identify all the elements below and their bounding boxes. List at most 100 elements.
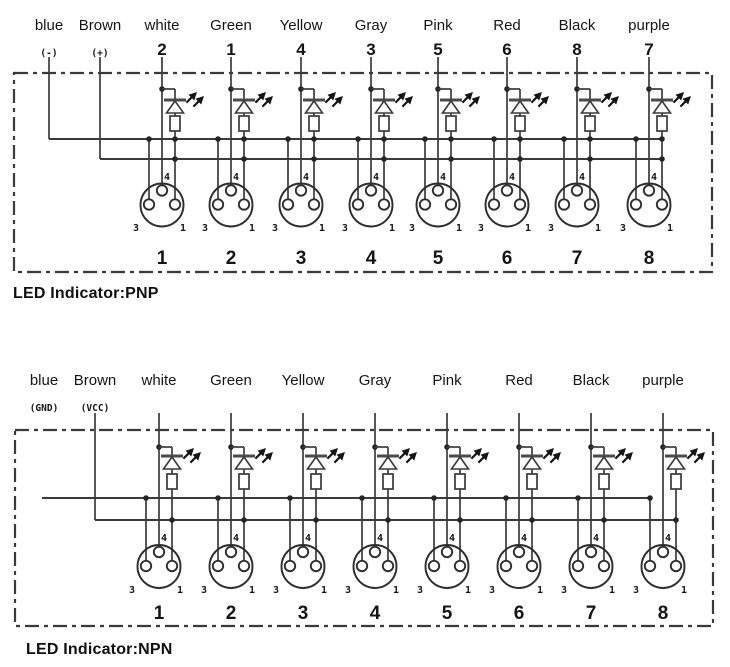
pin4-label: 4 [440,172,446,183]
pin3-label: 3 [633,585,639,596]
pin-4-hole [431,184,445,197]
wire-color-label: Green [210,17,252,34]
junction-dot [633,136,639,142]
wire-color-label: Green [210,372,252,389]
junction-dot [241,136,247,142]
diode-triangle [665,455,687,470]
diode-triangle [164,99,186,114]
pin-1-hole [168,198,182,211]
junction-dot [587,136,593,142]
pin-4-hole [584,545,598,559]
pin-1-hole [309,559,323,573]
wire-number: 8 [572,40,581,59]
led-arrow-icon [264,96,273,105]
led-arrow-icon [545,448,554,457]
connector-circle [496,544,542,589]
pin1-label: 1 [180,223,186,234]
resistor [656,115,668,132]
pin3-label: 3 [129,585,135,596]
pin1-label: 1 [537,585,543,596]
pin-4-hole [642,184,656,197]
pin-4-hole [440,545,454,559]
pin3-label: 3 [409,223,415,234]
port-number: 2 [226,248,237,269]
pin4-label: 4 [233,533,239,544]
port-number: 8 [644,248,655,269]
junction-dot [448,136,454,142]
pin4-label: 4 [579,172,585,183]
wire-color-label: white [143,17,179,34]
pin-3-hole [211,198,225,211]
diagram-npn: blue (GND) Brown (VCC) white 4 3 1 1 Green 4 3 1 2 Yel… [13,372,715,628]
pin-3-hole [142,198,156,211]
port-number: 2 [226,603,237,624]
diode-triangle [521,455,543,470]
junction-dot [169,517,175,523]
diagram-pnp: blue (-) Brown (+) white 2 4 3 1 1 Green 1 4 3 1 2 Yello… [12,17,714,274]
junction-dot [529,517,535,523]
led-arrow-icon [188,92,197,101]
pin-4-hole [656,545,670,559]
resistor [584,115,596,132]
connector-circle [280,544,326,589]
junction-dot [313,517,319,523]
wire-color-label: purple [642,372,684,389]
pin-3-hole [351,198,365,211]
pin-1-hole [307,198,321,211]
connector-circle [139,182,185,228]
panel-border [13,428,715,628]
pin4-label: 4 [305,533,311,544]
diode-triangle [233,455,255,470]
pin-3-hole [418,198,432,211]
wire-number: 1 [226,40,235,59]
pin4-label: 4 [377,533,383,544]
pin4-label: 4 [449,533,455,544]
led-arrow-icon [336,452,345,461]
junction-dot [172,156,178,162]
pin3-label: 3 [489,585,495,596]
pin3-label: 3 [620,223,626,234]
pin1-label: 1 [321,585,327,596]
pin3-label: 3 [345,585,351,596]
pin-3-hole [499,559,513,573]
pin-1-hole [669,559,683,573]
wire-color-label: Black [559,17,596,34]
pin1-label: 1 [595,223,601,234]
resistor [382,473,394,490]
pin3-label: 3 [273,585,279,596]
junction-dot [561,136,567,142]
junction-dot [673,517,679,523]
wire-color-label: Red [505,372,533,389]
pin-1-hole [583,198,597,211]
pin4-label: 4 [303,172,309,183]
pin-1-hole [513,198,527,211]
power-color-label: Brown [79,17,122,34]
led-arrow-icon [408,452,417,461]
pin-1-hole [597,559,611,573]
junction-dot [381,156,387,162]
pin-4-hole [368,545,382,559]
pin1-label: 1 [609,585,615,596]
power-color-label: blue [35,17,63,34]
pin3-label: 3 [342,223,348,234]
junction-dot [422,136,428,142]
pin-3-hole [355,559,369,573]
resistor [454,473,466,490]
junction-dot [659,136,665,142]
port-number: 3 [298,603,309,624]
junction-dot [359,495,365,501]
wire-number: 2 [157,40,166,59]
pin-4-hole [500,184,514,197]
wire-color-label: Yellow [282,372,325,389]
led-arrow-icon [327,92,336,101]
resistor [238,115,250,132]
junction-dot [355,136,361,142]
resistor [310,473,322,490]
wire-color-label: Pink [423,17,453,34]
connector-circle [554,182,600,228]
pin4-label: 4 [509,172,515,183]
pin3-label: 3 [417,585,423,596]
pin1-label: 1 [389,223,395,234]
resistor [598,473,610,490]
led-arrow-icon [624,452,633,461]
